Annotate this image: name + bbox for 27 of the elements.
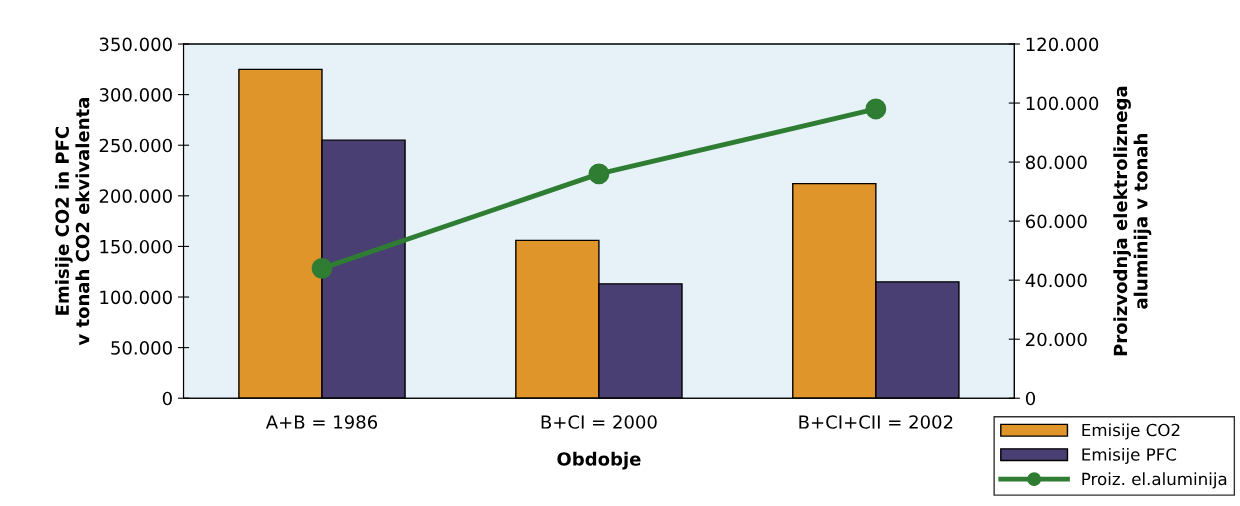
legend-label: Emisije CO2	[1082, 423, 1180, 440]
x-tick-label: B+CI = 2000	[541, 415, 657, 429]
x-axis-title: Obdobje	[557, 451, 641, 470]
y-tick-label: 0	[162, 391, 172, 406]
legend-label: Emisije PFC	[1082, 447, 1177, 465]
y2-tick-label: 40.000	[1025, 273, 1087, 288]
point	[865, 98, 887, 120]
y2-tick-label: 60.000	[1026, 214, 1087, 229]
y-tick-label: 150.000	[100, 239, 172, 254]
legend-label: Proiz. el.aluminija	[1082, 472, 1227, 489]
y-tick-label: 50.000	[111, 341, 172, 355]
y-tick-label: 100.000	[100, 290, 172, 305]
x-tick-label: B+CI+CII = 2002	[799, 415, 953, 429]
x-tick-label: A+B = 1986	[265, 415, 378, 429]
y-tick-label: 250.000	[99, 138, 172, 153]
y-tick-label: 350.000	[99, 37, 172, 52]
y2-axis-title: Proizvodnja elektroliznega aluminija v tonah	[1113, 86, 1152, 356]
y2-tick-label: 80.000	[1025, 155, 1087, 170]
y-tick-label: 200.000	[99, 189, 172, 203]
y-axis-title: Emisije CO2 in PFC v tonah CO2 ekvivalenta	[55, 98, 90, 346]
y2-tick-label: 100.000	[1026, 96, 1099, 111]
y-tick-label: 300.000	[99, 88, 172, 102]
y2-tick-label: 0	[1025, 391, 1036, 406]
point	[588, 163, 610, 185]
point	[311, 257, 333, 279]
y2-tick-label: 20.000	[1026, 332, 1087, 347]
y2-tick-label: 120.000	[1026, 37, 1099, 52]
